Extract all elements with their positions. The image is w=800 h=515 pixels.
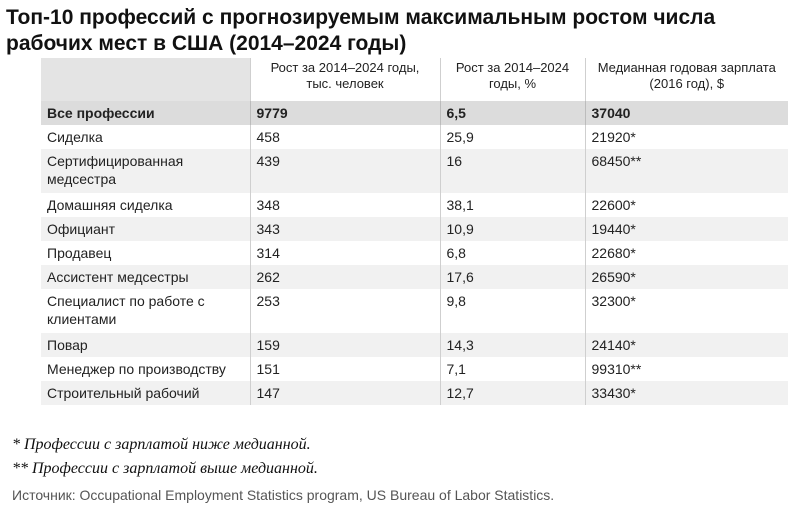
cell-median-salary: 37040 [584,101,788,125]
cell-median-salary: 22680* [584,241,788,265]
table-row-total: Все профессии 9779 6,5 37040 [41,101,788,125]
cell-growth-percent: 38,1 [439,193,585,217]
cell-growth-percent: 7,1 [439,357,585,381]
cell-growth-thousands: 458 [249,125,440,149]
table-row: Ассистент медсестры 262 17,6 26590* [41,265,788,289]
cell-growth-percent: 6,8 [439,241,585,265]
cell-growth-thousands: 159 [249,333,440,357]
header-growth-percent: Рост за 2014–2024 годы, % [439,58,585,101]
cell-profession: Менеджер по производству [47,361,226,377]
cell-profession: Официант [47,221,115,237]
cell-profession: Все профессии [47,105,155,121]
header-growth-thousands: Рост за 2014–2024 годы, тыс. человек [249,58,440,101]
cell-median-salary: 99310** [584,357,788,381]
table-row: Повар 159 14,3 24140* [41,333,788,357]
cell-profession: Домашняя сиделка [47,197,173,213]
cell-growth-thousands: 147 [249,381,440,405]
page-title: Топ-10 профессий с прогнозируемым максим… [6,6,716,55]
cell-profession: Сиделка [47,129,103,145]
cell-growth-thousands: 253 [249,289,440,333]
cell-median-salary: 24140* [584,333,788,357]
footnote-above-median: ** Профессии с зарплатой выше медианной. [12,460,318,477]
cell-median-salary: 33430* [584,381,788,405]
cell-median-salary: 32300* [584,289,788,333]
table-row: Сиделка 458 25,9 21920* [41,125,788,149]
professions-table: Рост за 2014–2024 годы, тыс. человек Рос… [41,58,788,405]
table-row: Специалист по работе с клиентами 253 9,8… [41,289,788,333]
cell-growth-percent: 25,9 [439,125,585,149]
cell-median-salary: 26590* [584,265,788,289]
table-row: Домашняя сиделка 348 38,1 22600* [41,193,788,217]
cell-profession: Ассистент медсестры [47,269,189,285]
footnote-below-median: * Профессии с зарплатой ниже медианной. [12,436,311,453]
cell-growth-thousands: 151 [249,357,440,381]
cell-growth-percent: 9,8 [439,289,585,333]
cell-median-salary: 22600* [584,193,788,217]
cell-profession: Повар [47,337,88,353]
table-header-row: Рост за 2014–2024 годы, тыс. человек Рос… [41,58,788,101]
cell-growth-percent: 12,7 [439,381,585,405]
table-row: Продавец 314 6,8 22680* [41,241,788,265]
cell-growth-percent: 16 [439,149,585,193]
cell-growth-thousands: 314 [249,241,440,265]
table-row: Менеджер по производству 151 7,1 99310** [41,357,788,381]
table-row: Сертифицированная медсестра 439 16 68450… [41,149,788,193]
header-profession [41,58,250,101]
table-row: Строительный рабочий 147 12,7 33430* [41,381,788,405]
cell-growth-thousands: 348 [249,193,440,217]
cell-growth-thousands: 262 [249,265,440,289]
cell-growth-percent: 14,3 [439,333,585,357]
cell-profession: Продавец [47,245,112,261]
source-note: Источник: Occupational Employment Statis… [12,487,555,503]
header-median-salary: Медианная годовая зарплата (2016 год), $ [584,58,788,101]
cell-growth-percent: 6,5 [439,101,585,125]
cell-median-salary: 19440* [584,217,788,241]
cell-median-salary: 21920* [584,125,788,149]
cell-median-salary: 68450** [584,149,788,193]
cell-growth-thousands: 9779 [249,101,440,125]
cell-growth-percent: 10,9 [439,217,585,241]
cell-growth-thousands: 439 [249,149,440,193]
table-row: Официант 343 10,9 19440* [41,217,788,241]
cell-growth-thousands: 343 [249,217,440,241]
cell-profession: Строительный рабочий [47,385,200,401]
cell-profession: Сертифицированная медсестра [47,153,184,187]
cell-profession: Специалист по работе с клиентами [47,293,205,327]
cell-growth-percent: 17,6 [439,265,585,289]
